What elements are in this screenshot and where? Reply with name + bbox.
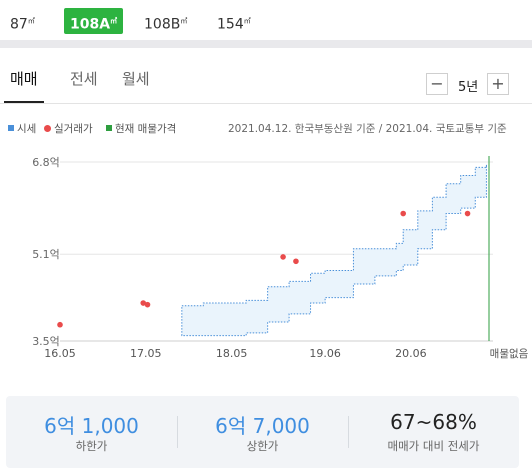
size-tab-87[interactable]: 87㎡ [6, 8, 39, 34]
legend-current-listing: 현재 매물가격 [106, 121, 176, 136]
x-tick-label: 20.06 [395, 347, 427, 360]
summary-lower-label: 하한가 [75, 439, 108, 453]
section-divider [0, 40, 532, 48]
summary-lower-bound: 6억 1,000 하한가 [6, 396, 177, 468]
no-listing-label: 매물없음 [490, 347, 529, 360]
period-decrease-button[interactable]: − [426, 73, 448, 95]
tab-jeonse[interactable]: 전세 [70, 70, 98, 88]
actual-trade-point [57, 321, 63, 328]
actual-trade-point [293, 258, 299, 265]
summary-upper-bound: 6억 7,000 상한가 [177, 396, 348, 468]
y-tick-label: 6.8억 [32, 156, 60, 169]
legend-estimate-label: 시세 [17, 123, 37, 135]
unit-label: ㎡ [27, 17, 35, 25]
period-value: 5년 [458, 80, 479, 95]
summary-upper-label: 상한가 [246, 439, 279, 453]
unit-label: ㎡ [110, 17, 118, 25]
summary-ratio-label: 매매가 대비 전세가 [387, 439, 480, 453]
estimate-band [181, 164, 487, 337]
actual-trade-point [144, 301, 151, 308]
deal-type-tabs: 매매 전세 월세 [0, 56, 532, 104]
tab-monthly-rent[interactable]: 월세 [122, 70, 150, 88]
x-tick-label: 16.05 [44, 347, 76, 360]
actual-trade-point [140, 300, 147, 306]
size-tab-label: 108B [144, 16, 181, 33]
legend-current-label: 현재 매물가격 [115, 123, 177, 135]
unit-label: ㎡ [243, 17, 251, 25]
summary-divider [348, 416, 349, 448]
size-tab-label: 154 [217, 16, 244, 33]
x-tick-label: 18.05 [216, 347, 248, 360]
x-tick-label: 17.05 [130, 347, 162, 360]
summary-divider [177, 416, 178, 448]
period-increase-button[interactable]: + [487, 73, 509, 95]
summary-ratio-value: 67~68% [390, 410, 477, 434]
legend-actual-trade: 실거래가 [44, 121, 93, 136]
size-tab-label: 108A [70, 16, 111, 33]
summary-upper-value: 6억 7,000 [215, 414, 310, 438]
size-tab-154[interactable]: 154㎡ [213, 8, 255, 34]
legend-estimate: 시세 [8, 121, 36, 136]
tab-sale[interactable]: 매매 [10, 70, 38, 88]
summary-lower-value: 6억 1,000 [44, 414, 139, 438]
actual-trade-point [280, 254, 286, 260]
unit-label: ㎡ [180, 17, 188, 25]
square-marker-icon [106, 125, 112, 131]
actual-trade-point [464, 210, 471, 217]
price-summary: 6억 1,000 하한가 6억 7,000 상한가 67~68% 매매가 대비 … [6, 396, 519, 468]
data-source-note: 2021.04.12. 한국부동산원 기준 / 2021.04. 국토교통부 기… [228, 123, 507, 135]
size-tab-108a[interactable]: 108A㎡ [64, 8, 124, 34]
size-tab-108b[interactable]: 108B㎡ [140, 8, 191, 34]
legend-actual-label: 실거래가 [54, 123, 93, 135]
y-tick-label: 3.5억 [32, 335, 60, 348]
size-tab-label: 87 [10, 16, 28, 33]
size-tab-bar: 87㎡ 108A㎡ 108B㎡ 154㎡ [0, 0, 532, 40]
square-marker-icon [8, 125, 14, 131]
summary-jeonse-ratio: 67~68% 매매가 대비 전세가 [348, 396, 519, 468]
actual-trade-point [400, 210, 407, 217]
dot-marker-icon [44, 125, 51, 132]
x-tick-label: 19.06 [309, 347, 341, 360]
active-tab-indicator [4, 101, 44, 103]
y-tick-label: 5.1억 [32, 248, 60, 261]
